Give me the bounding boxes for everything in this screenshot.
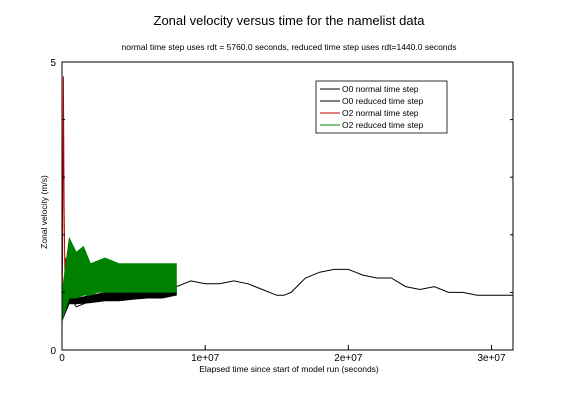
legend-label: O2 reduced time step xyxy=(342,120,424,130)
series-layer xyxy=(61,76,513,333)
x-tick-label: 1e+07 xyxy=(191,353,220,364)
chart-subtitle: normal time step uses rdt = 5760.0 secon… xyxy=(122,42,457,52)
legend-label: O0 normal time step xyxy=(342,84,419,94)
x-axis-label: Elapsed time since start of model run (s… xyxy=(199,364,379,374)
legend-label: O0 reduced time step xyxy=(342,96,424,106)
series-3 xyxy=(61,236,177,322)
y-axis-label: Zonal velocity (m/s) xyxy=(39,175,49,249)
chart-title: Zonal velocity versus time for the namel… xyxy=(154,13,426,28)
plot-frame xyxy=(61,61,514,351)
x-tick-label: 2e+07 xyxy=(334,353,363,364)
legend-label: O2 normal time step xyxy=(342,108,419,118)
x-tick-label: 0 xyxy=(59,353,65,364)
x-tick-label: 3e+07 xyxy=(477,353,506,364)
series-1 xyxy=(61,289,177,322)
legend-box xyxy=(315,80,448,134)
legend: O0 normal time step O0 reduced time step O… xyxy=(315,80,448,134)
ticks-layer: 0 1e+07 2e+07 3e+07 0 5 xyxy=(50,58,513,364)
y-tick-label: 0 xyxy=(50,346,56,357)
y-tick-label: 5 xyxy=(50,58,56,69)
